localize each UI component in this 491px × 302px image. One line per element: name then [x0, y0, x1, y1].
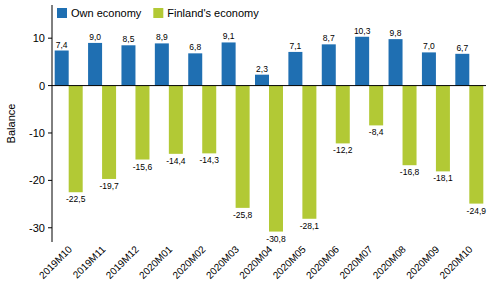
data-label: 7,0 [423, 41, 435, 51]
bar [288, 52, 302, 86]
x-tick-label: 2020M09 [404, 243, 442, 281]
data-label: 9,1 [223, 31, 235, 41]
legend-swatch [153, 8, 163, 18]
bar [88, 43, 102, 86]
legend: Own economy Finland's economy [57, 7, 259, 19]
data-label: -12,2 [333, 145, 353, 155]
x-tick-label: 2020M04 [237, 243, 275, 281]
bars [55, 37, 484, 232]
bar [55, 51, 69, 86]
x-tick-label: 2020M03 [204, 243, 242, 281]
data-label: 8,7 [323, 33, 335, 43]
bar [436, 86, 450, 172]
data-label: -25,8 [233, 210, 253, 220]
bar [403, 86, 417, 166]
x-tick-label: 2020M06 [304, 243, 342, 281]
y-tick-label: -20 [29, 174, 45, 186]
y-tick [48, 180, 52, 181]
data-label: 10,3 [354, 26, 371, 36]
data-label: 7,1 [289, 41, 301, 51]
data-label: -14,4 [166, 156, 186, 166]
legend-swatch [57, 8, 67, 18]
data-label: -8,4 [369, 127, 384, 137]
y-tick-label: -10 [29, 127, 45, 139]
bar [369, 86, 383, 126]
chart: -30 -20 -10 0 10 Balance 2019M102019M112019M12… [0, 0, 491, 302]
bar [255, 75, 269, 86]
bar [188, 53, 202, 85]
data-label: 9,8 [390, 28, 402, 38]
y-tick-label: 10 [33, 32, 45, 44]
bar [355, 37, 369, 86]
legend-label: Finland's economy [167, 7, 259, 19]
data-label: 8,9 [156, 32, 168, 42]
bar [302, 86, 316, 219]
data-label: -30,8 [266, 234, 286, 244]
y-tick [48, 85, 52, 86]
bar [69, 86, 83, 193]
bar [389, 39, 403, 85]
bar [269, 86, 283, 232]
data-label: -24,9 [467, 206, 487, 216]
data-label: -18,1 [433, 173, 453, 183]
legend-label: Own economy [71, 7, 142, 19]
y-axis-label: Balance [5, 104, 17, 144]
data-label: 6,7 [456, 43, 468, 53]
data-label: 6,8 [189, 42, 201, 52]
data-label: -28,1 [300, 221, 320, 231]
data-label: 9,0 [89, 32, 101, 42]
data-label: -22,5 [66, 194, 86, 204]
data-label: -16,8 [400, 167, 420, 177]
data-label: -19,7 [99, 181, 119, 191]
baseline [52, 85, 486, 86]
y-tick [48, 227, 52, 228]
bar [222, 42, 236, 85]
data-label: -14,3 [200, 155, 220, 165]
x-tick-label: 2020M02 [170, 243, 208, 281]
x-tick-label: 2020M08 [371, 243, 409, 281]
bar [469, 86, 483, 204]
x-tick-label: 2020M05 [271, 243, 309, 281]
data-label: -15,6 [133, 162, 153, 172]
x-tick-label: 2020M07 [337, 243, 375, 281]
y-tick-label: 0 [39, 80, 45, 92]
bar [422, 52, 436, 85]
bar [169, 86, 183, 154]
x-tick-label: 2020M01 [137, 243, 175, 281]
x-tick-label: 2020M10 [437, 243, 475, 281]
bar [121, 45, 135, 85]
bar [202, 86, 216, 154]
y-axis [52, 5, 53, 242]
bar [336, 86, 350, 144]
data-label: 8,5 [123, 34, 135, 44]
bar [236, 86, 250, 208]
x-tick-label: 2019M12 [104, 243, 142, 281]
bar [155, 43, 169, 85]
data-label: 2,3 [256, 64, 268, 74]
y-tick [48, 132, 52, 133]
bar [322, 44, 336, 85]
y-tick [48, 38, 52, 39]
bar [135, 86, 149, 160]
x-tick-label: 2019M11 [71, 243, 108, 280]
bar [102, 86, 116, 179]
y-tick-label: -30 [29, 222, 45, 234]
data-label: 7,4 [56, 40, 68, 50]
bar [455, 54, 469, 86]
x-tick-label: 2019M10 [37, 243, 75, 281]
